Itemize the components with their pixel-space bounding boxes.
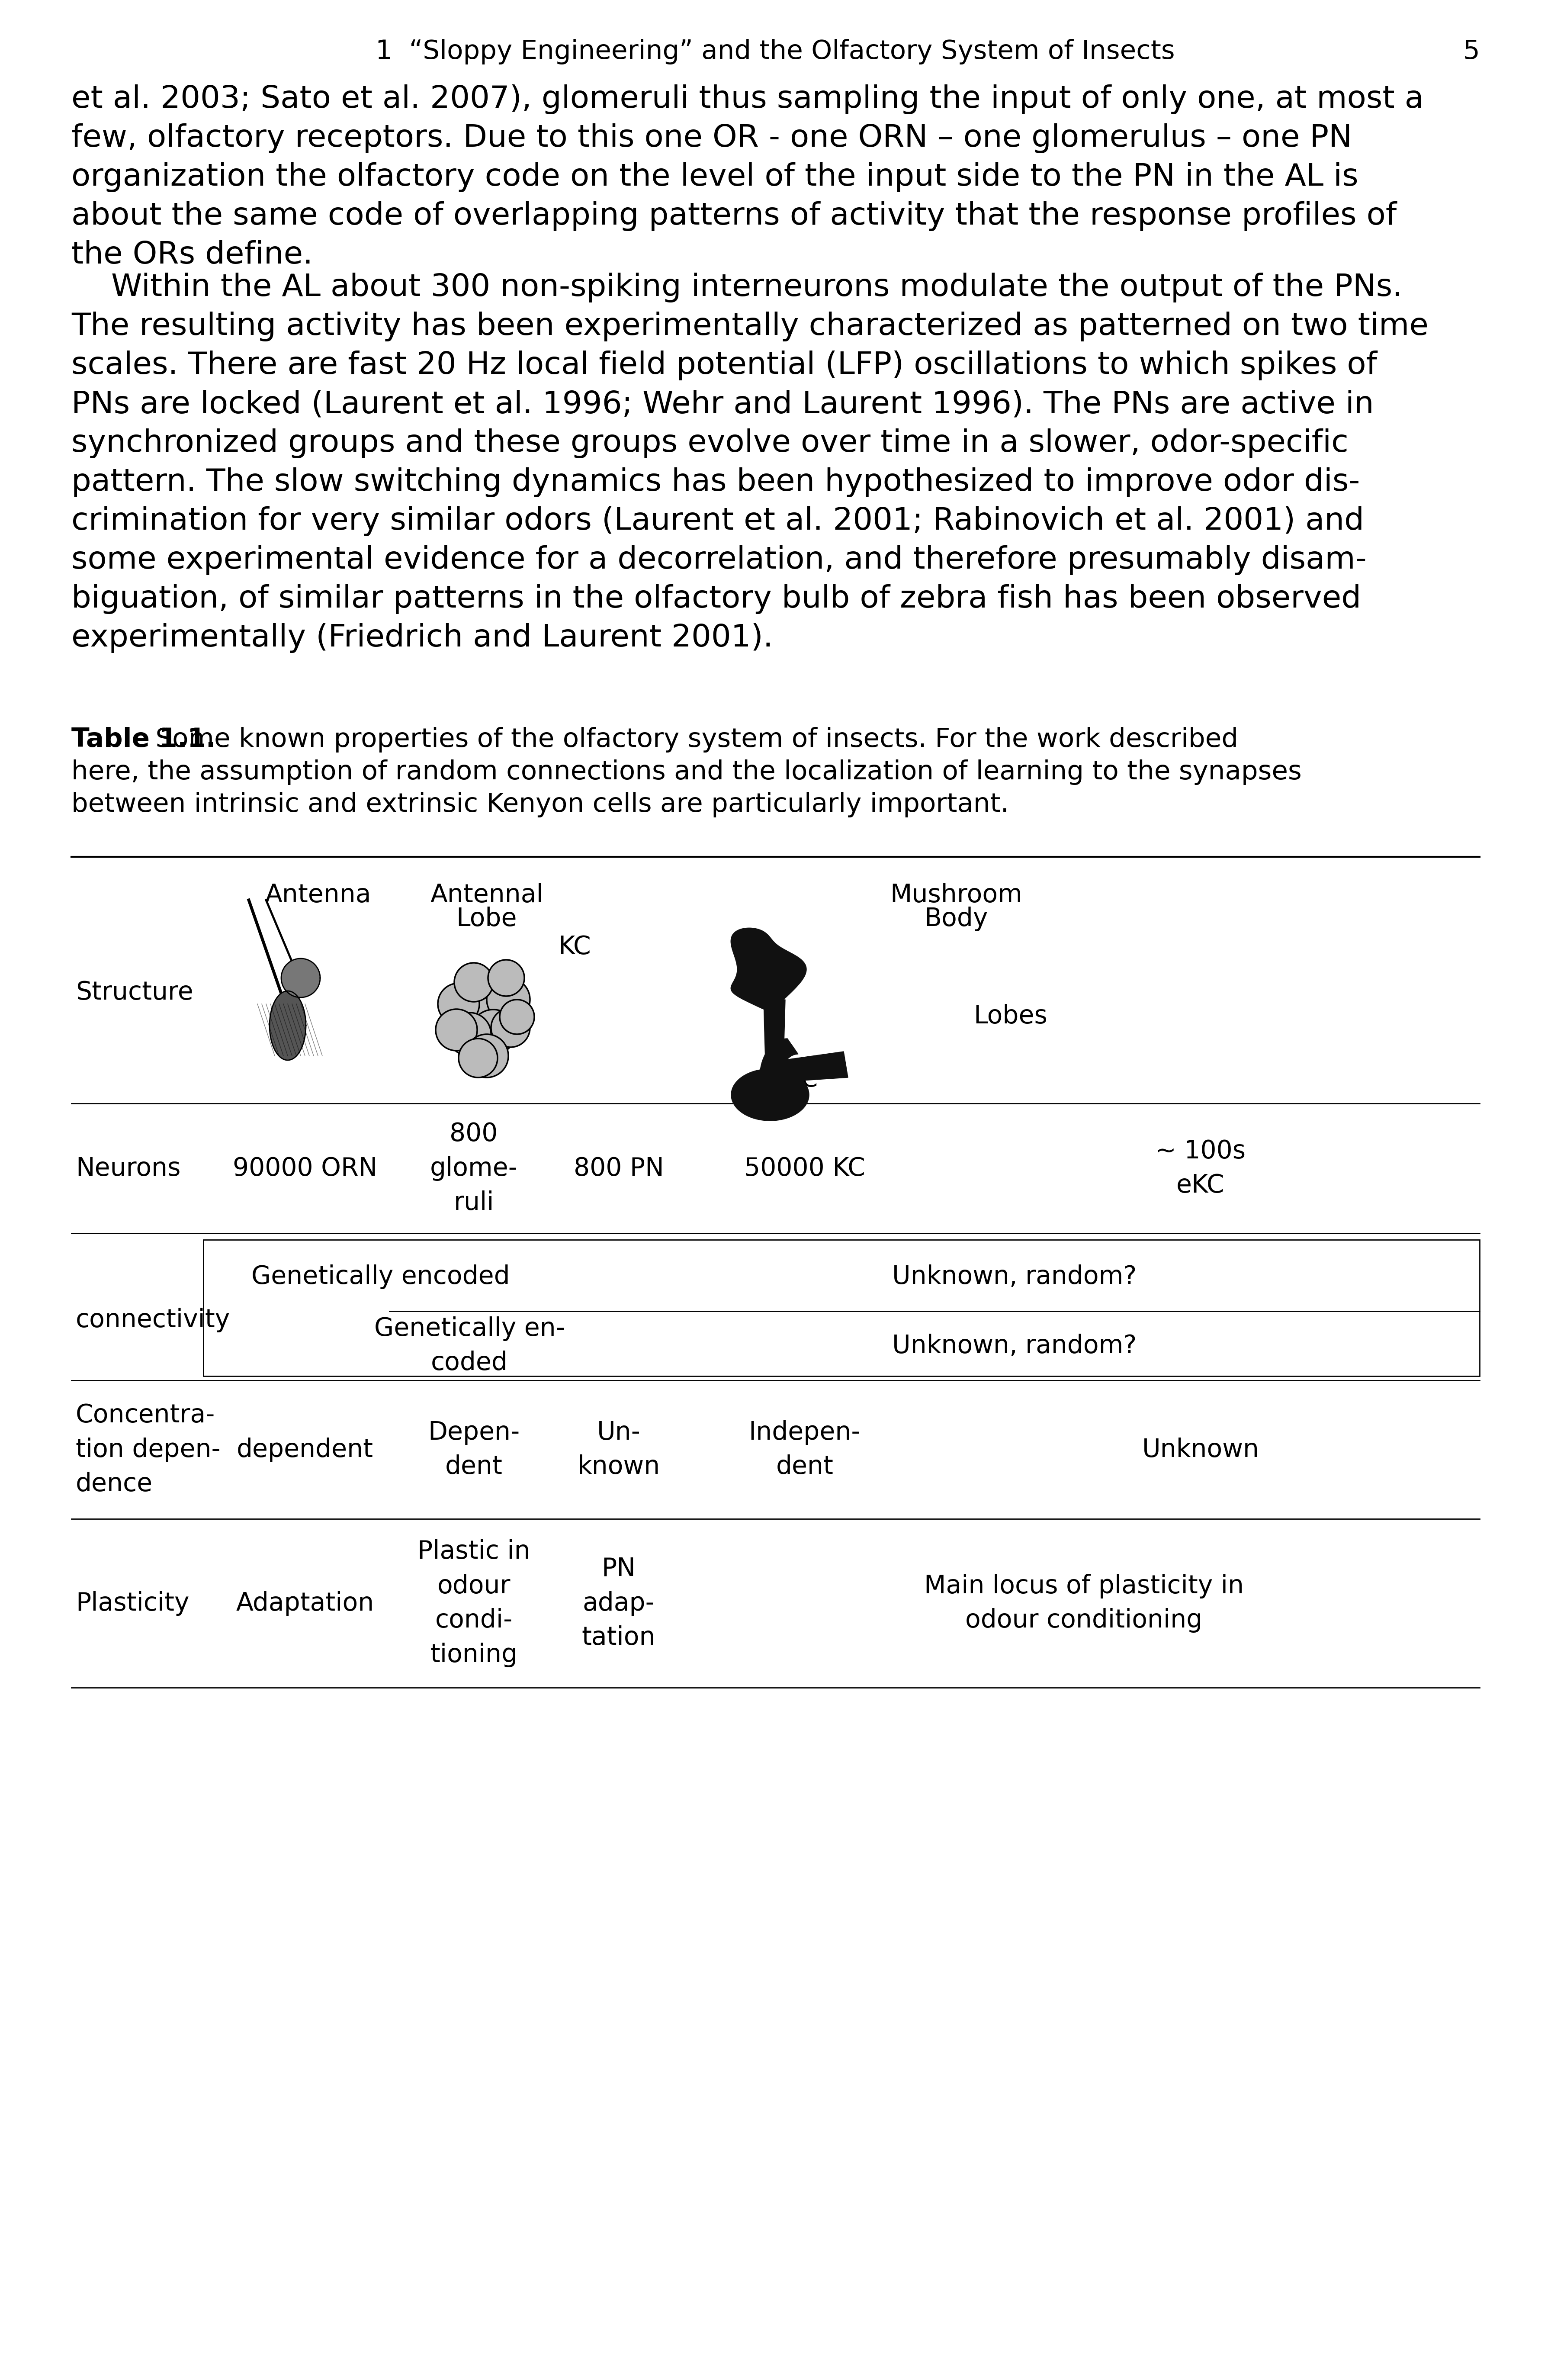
Text: between intrinsic and extrinsic Kenyon cells are particularly important.: between intrinsic and extrinsic Kenyon c…	[71, 793, 1008, 816]
Text: synchronized groups and these groups evolve over time in a slower, odor-specific: synchronized groups and these groups evo…	[71, 428, 1348, 459]
Text: about the same code of overlapping patterns of activity that the response profil: about the same code of overlapping patte…	[71, 202, 1396, 231]
Polygon shape	[281, 959, 320, 997]
Text: Some known properties of the olfactory system of insects. For the work described: Some known properties of the olfactory s…	[147, 726, 1238, 752]
Polygon shape	[731, 928, 807, 1012]
Circle shape	[487, 978, 530, 1021]
Text: scales. There are fast 20 Hz local field potential (LFP) oscillations to which s: scales. There are fast 20 Hz local field…	[71, 350, 1377, 381]
Polygon shape	[731, 1069, 810, 1121]
Text: Within the AL about 300 non-spiking interneurons modulate the output of the PNs.: Within the AL about 300 non-spiking inte…	[71, 274, 1402, 302]
Text: connectivity: connectivity	[76, 1307, 230, 1333]
Text: Table 1.1.: Table 1.1.	[71, 726, 216, 752]
Text: Main locus of plasticity in
odour conditioning: Main locus of plasticity in odour condit…	[924, 1573, 1244, 1633]
Circle shape	[459, 1038, 498, 1078]
Circle shape	[436, 1009, 478, 1050]
Text: 800 PN: 800 PN	[574, 1157, 664, 1180]
Circle shape	[470, 1009, 515, 1054]
Text: Unknown, random?: Unknown, random?	[892, 1264, 1137, 1290]
Text: 1  “Sloppy Engineering” and the Olfactory System of Insects: 1 “Sloppy Engineering” and the Olfactory…	[375, 38, 1176, 64]
Text: Depen-
dent: Depen- dent	[428, 1421, 520, 1480]
Text: Unknown: Unknown	[1142, 1438, 1259, 1461]
Text: Genetically en-
coded: Genetically en- coded	[374, 1316, 565, 1376]
Text: here, the assumption of random connections and the localization of learning to t: here, the assumption of random connectio…	[71, 759, 1301, 785]
Text: PN
adap-
tation: PN adap- tation	[582, 1557, 656, 1649]
Text: KC: KC	[558, 935, 591, 959]
Polygon shape	[270, 990, 306, 1059]
Text: Plastic in
odour
condi-
tioning: Plastic in odour condi- tioning	[417, 1540, 530, 1668]
Text: Concentra-
tion depen-
dence: Concentra- tion depen- dence	[76, 1402, 220, 1497]
Circle shape	[454, 964, 493, 1002]
Text: PNs are locked (Laurent et al. 1996; Wehr and Laurent 1996). The PNs are active : PNs are locked (Laurent et al. 1996; Weh…	[71, 390, 1374, 419]
Text: biguation, of similar patterns in the olfactory bulb of zebra fish has been obse: biguation, of similar patterns in the ol…	[71, 583, 1362, 614]
Text: Lobes: Lobes	[974, 1004, 1047, 1028]
Circle shape	[499, 1000, 534, 1035]
Text: the ORs define.: the ORs define.	[71, 240, 313, 269]
Text: some experimental evidence for a decorrelation, and therefore presumably disam-: some experimental evidence for a decorre…	[71, 545, 1366, 576]
Text: Genetically encoded: Genetically encoded	[251, 1264, 510, 1290]
Text: few, olfactory receptors. Due to this one OR - one ORN – one glomerulus – one PN: few, olfactory receptors. Due to this on…	[71, 124, 1352, 152]
Text: Unknown, random?: Unknown, random?	[892, 1333, 1137, 1359]
Text: 50000 KC: 50000 KC	[744, 1157, 865, 1180]
Bar	[203, 1240, 1480, 1376]
Text: Mushroom: Mushroom	[890, 883, 1022, 907]
Circle shape	[492, 1009, 530, 1047]
Text: 5: 5	[1463, 38, 1480, 64]
Text: 800
glome-
ruli: 800 glome- ruli	[430, 1121, 518, 1216]
Text: eKC: eKC	[774, 1069, 817, 1092]
Text: pattern. The slow switching dynamics has been hypothesized to improve odor dis-: pattern. The slow switching dynamics has…	[71, 466, 1360, 497]
Text: organization the olfactory code on the level of the input side to the PN in the : organization the olfactory code on the l…	[71, 162, 1359, 193]
Text: Structure: Structure	[76, 981, 194, 1004]
Circle shape	[465, 1035, 509, 1078]
Text: The resulting activity has been experimentally characterized as patterned on two: The resulting activity has been experime…	[71, 312, 1428, 340]
Text: Indepen-
dent: Indepen- dent	[749, 1421, 861, 1480]
Text: ~ 100s
eKC: ~ 100s eKC	[1155, 1140, 1245, 1197]
Text: et al. 2003; Sato et al. 2007), glomeruli thus sampling the input of only one, a: et al. 2003; Sato et al. 2007), glomerul…	[71, 83, 1424, 114]
Text: Antennal: Antennal	[430, 883, 543, 907]
Text: 90000 ORN: 90000 ORN	[233, 1157, 377, 1180]
Text: Un-
known: Un- known	[577, 1421, 661, 1480]
Circle shape	[459, 985, 506, 1033]
Circle shape	[489, 959, 524, 997]
Text: Plasticity: Plasticity	[76, 1590, 189, 1616]
Text: dependent: dependent	[237, 1438, 374, 1461]
Circle shape	[448, 1012, 492, 1057]
Text: crimination for very similar odors (Laurent et al. 2001; Rabinovich et al. 2001): crimination for very similar odors (Laur…	[71, 507, 1363, 536]
Text: Lobe: Lobe	[456, 907, 516, 931]
Circle shape	[437, 983, 479, 1026]
Polygon shape	[782, 1052, 848, 1083]
Text: Antenna: Antenna	[265, 883, 371, 907]
Text: experimentally (Friedrich and Laurent 2001).: experimentally (Friedrich and Laurent 20…	[71, 624, 772, 652]
Text: Body: Body	[924, 907, 988, 931]
Text: Neurons: Neurons	[76, 1157, 180, 1180]
Polygon shape	[763, 1000, 785, 1078]
Polygon shape	[760, 1038, 799, 1114]
Text: Adaptation: Adaptation	[236, 1590, 374, 1616]
